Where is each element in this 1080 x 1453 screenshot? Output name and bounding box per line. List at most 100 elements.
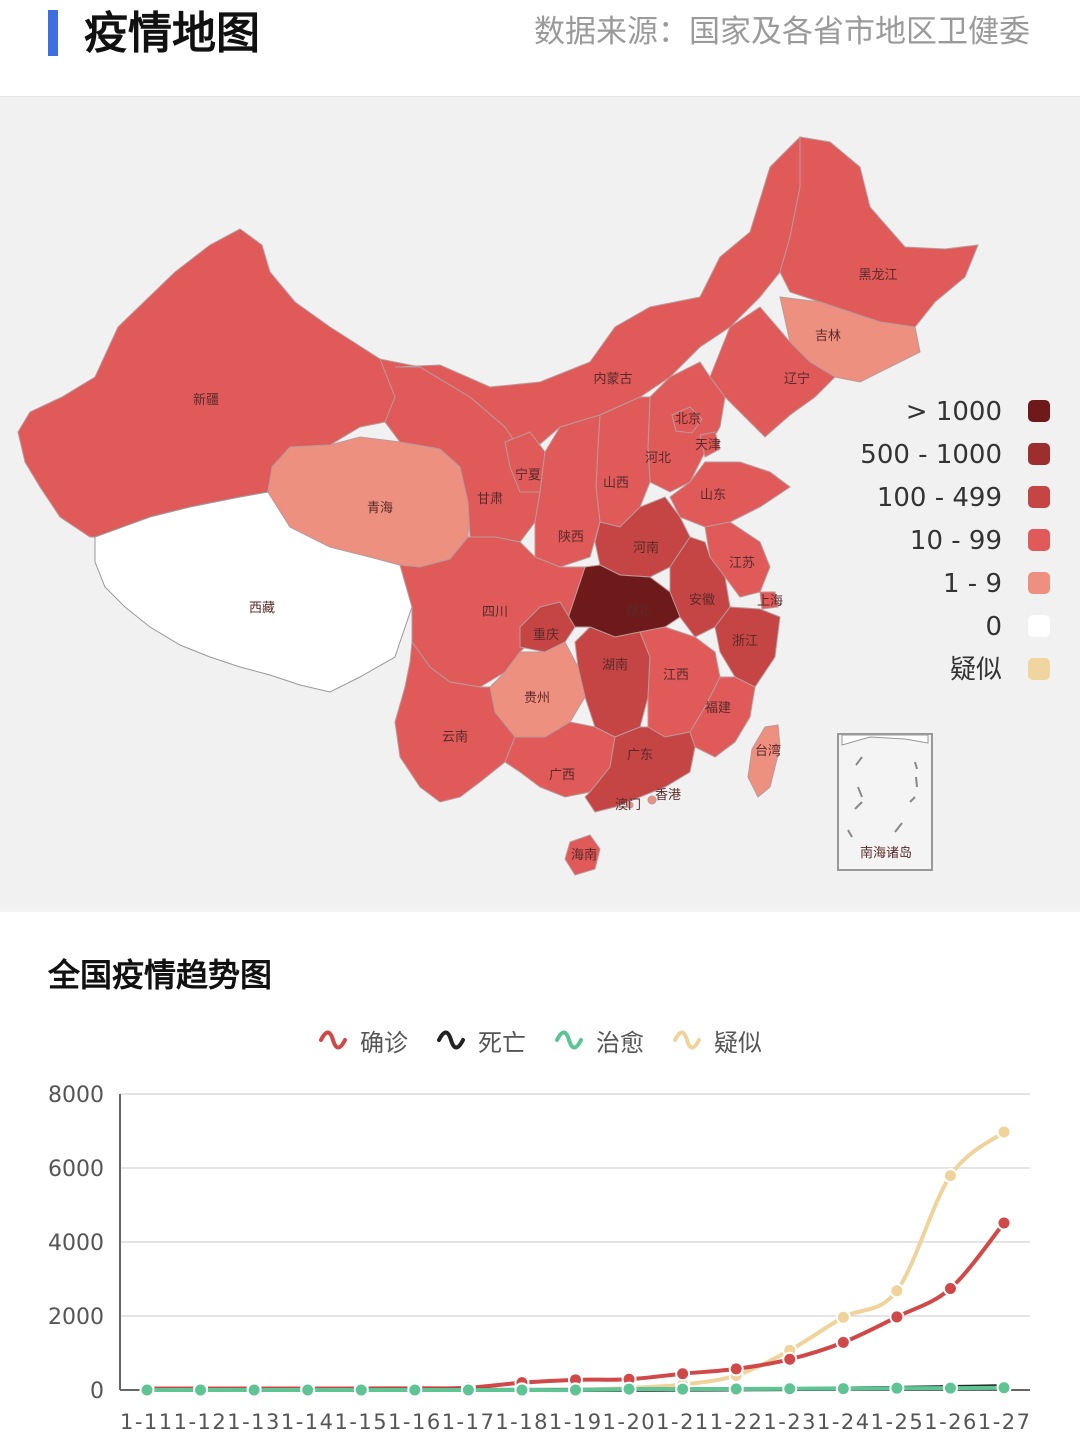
epidemic-map-panel: 新疆 西藏 青海 甘肃 内蒙古 黑龙江 吉林 辽宁 北京 天津 河北 山西 宁夏 陕西 山东 河南 江苏 安徽 上海…: [0, 97, 1080, 909]
page-title: 疫情地图: [84, 8, 260, 59]
data-point[interactable]: [621, 1381, 637, 1397]
legend-item[interactable]: 100 - 499: [826, 477, 1066, 520]
data-point[interactable]: [728, 1381, 744, 1397]
data-point[interactable]: [782, 1351, 798, 1367]
legend-label: 500 - 1000: [860, 440, 1002, 470]
data-point[interactable]: [568, 1382, 583, 1398]
data-point[interactable]: [300, 1382, 316, 1398]
data-point[interactable]: [942, 1280, 958, 1296]
province-label: 台湾: [755, 743, 781, 759]
legend-swatch: [1028, 572, 1050, 594]
province-yunnan[interactable]: [394, 640, 516, 803]
data-point[interactable]: [996, 1124, 1012, 1140]
data-point[interactable]: [139, 1382, 155, 1398]
province-shaanxi[interactable]: [534, 414, 601, 568]
y-tick-label: 2000: [48, 1305, 104, 1330]
province-shanghai[interactable]: [759, 591, 779, 610]
y-tick-label: 4000: [48, 1231, 104, 1256]
province-tianjin[interactable]: [699, 431, 721, 458]
legend-item[interactable]: 疑似: [826, 649, 1066, 692]
province-chongqing[interactable]: [519, 601, 576, 653]
province-label: 新疆: [193, 392, 219, 408]
data-point[interactable]: [782, 1381, 798, 1397]
legend-label: > 1000: [905, 397, 1002, 427]
data-point[interactable]: [835, 1309, 851, 1325]
y-tick-label: 8000: [48, 1083, 104, 1108]
data-point[interactable]: [835, 1334, 851, 1350]
chart-legend-item[interactable]: 死亡: [436, 1020, 526, 1060]
data-point[interactable]: [835, 1381, 851, 1397]
province-label: 福建: [705, 701, 731, 716]
data-point[interactable]: [889, 1309, 905, 1325]
province-heilongjiang[interactable]: [779, 136, 979, 328]
chart-legend-item[interactable]: 疑似: [672, 1020, 762, 1060]
province-guangdong[interactable]: [584, 726, 696, 813]
province-xizang[interactable]: [94, 491, 413, 693]
province-label: 内蒙古: [593, 371, 632, 387]
data-point[interactable]: [514, 1382, 530, 1398]
data-point[interactable]: [193, 1382, 209, 1398]
trend-line-chart[interactable]: 8000 6000 4000 2000 0 1-111-121-131-141-151-1…: [0, 912, 1080, 1453]
legend-label: 100 - 499: [876, 483, 1002, 513]
data-point[interactable]: [942, 1168, 958, 1184]
chart-legend-item[interactable]: 治愈: [554, 1020, 644, 1060]
province-label: 海南: [571, 847, 597, 863]
province-beijing[interactable]: [671, 406, 703, 434]
legend-item[interactable]: 1 - 9: [826, 563, 1066, 606]
chart-legend-label: 确诊: [360, 1028, 408, 1057]
province-label: 吉林: [815, 329, 841, 344]
data-point[interactable]: [246, 1382, 262, 1398]
legend-wave-icon: [437, 1030, 465, 1050]
series-line[interactable]: [575, 1130, 1006, 1392]
province-label: 山东: [700, 488, 726, 503]
legend-item[interactable]: 500 - 1000: [826, 434, 1066, 477]
data-point[interactable]: [942, 1380, 958, 1396]
data-point[interactable]: [728, 1361, 744, 1377]
chart-legend-label: 疑似: [714, 1028, 762, 1057]
province-label: 澳门: [615, 797, 641, 813]
province-hunan[interactable]: [574, 626, 651, 738]
data-point[interactable]: [675, 1381, 691, 1397]
legend-swatch: [1028, 529, 1050, 551]
legend-item[interactable]: 0: [826, 606, 1066, 649]
south-sea-island-marks: [847, 756, 918, 838]
data-point[interactable]: [996, 1380, 1012, 1396]
data-point[interactable]: [460, 1382, 476, 1398]
province-label: 甘肃: [477, 492, 503, 507]
chart-legend-item[interactable]: 确诊: [318, 1020, 408, 1060]
province-taiwan[interactable]: [747, 724, 781, 798]
legend-item[interactable]: > 1000: [826, 391, 1066, 434]
data-point[interactable]: [675, 1366, 691, 1382]
legend-swatch: [1028, 615, 1050, 637]
province-label: 贵州: [524, 691, 550, 706]
legend-label: 疑似: [949, 655, 1002, 685]
province-label: 香港: [655, 788, 681, 803]
trend-chart-title: 全国疫情趋势图: [48, 956, 273, 994]
map-legend: > 1000 500 - 1000 100 - 499 10 - 99 1 - 9 0 疑似: [826, 391, 1066, 692]
province-label: 黑龙江: [858, 268, 897, 283]
province-label: 湖南: [602, 657, 628, 673]
province-aomen[interactable]: [626, 801, 634, 809]
legend-item[interactable]: 10 - 99: [826, 520, 1066, 563]
data-point[interactable]: [996, 1215, 1012, 1231]
trend-chart-legend: 确诊 死亡 治愈 疑似: [0, 1020, 1080, 1060]
data-point[interactable]: [353, 1382, 369, 1398]
south-sea-inset-label: 南海诸岛: [860, 845, 912, 861]
province-label: 浙江: [732, 634, 758, 649]
data-point[interactable]: [407, 1382, 423, 1398]
province-label: 云南: [442, 729, 468, 745]
data-point[interactable]: [889, 1283, 905, 1299]
legend-wave-icon: [555, 1030, 583, 1050]
title-accent-bar: [48, 10, 58, 56]
province-label: 广西: [549, 768, 575, 783]
province-hainan[interactable]: [564, 834, 601, 876]
legend-swatch: [1028, 400, 1050, 422]
south-sea-inset-coast: [841, 734, 929, 746]
legend-label: 10 - 99: [909, 526, 1002, 556]
y-tick-label: 0: [90, 1379, 104, 1404]
province-xianggang[interactable]: [647, 795, 657, 805]
province-shandong[interactable]: [669, 461, 791, 528]
province-label: 河南: [633, 540, 659, 556]
data-point[interactable]: [889, 1380, 905, 1396]
